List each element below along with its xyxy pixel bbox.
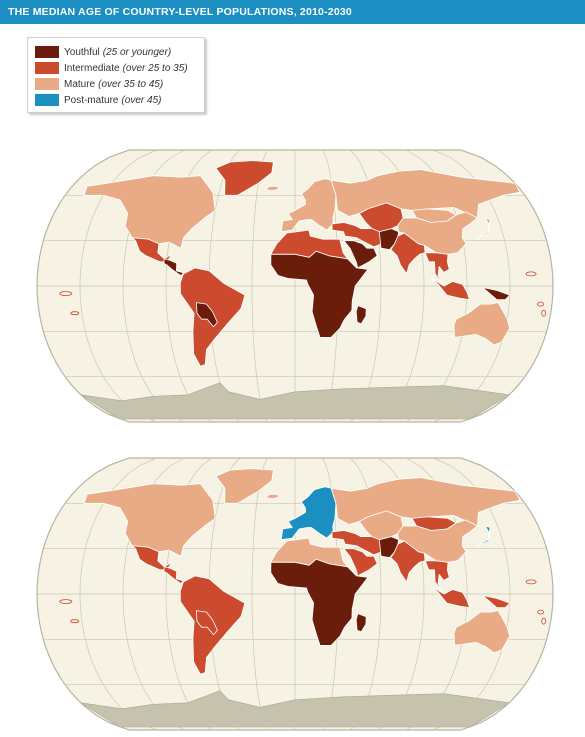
legend-swatch-mature	[35, 78, 59, 90]
region-southeast-asia	[424, 252, 450, 285]
region-iceland	[264, 185, 280, 192]
region-australia	[453, 302, 510, 346]
region-middle-east	[331, 530, 383, 556]
world-map-2030	[36, 457, 554, 731]
island-group	[541, 617, 547, 625]
region-europe	[280, 486, 337, 540]
legend-label-post-mature: Post-mature	[64, 94, 119, 106]
region-arabia	[343, 240, 378, 269]
antarctica	[80, 690, 511, 728]
world-map-2010	[36, 149, 554, 423]
island-group	[525, 271, 537, 277]
region-greenland	[215, 160, 274, 196]
region-middle-east	[331, 222, 383, 248]
legend-label-youthful: Youthful	[64, 46, 100, 58]
region-bolivia-paraguay	[196, 302, 218, 328]
region-mexico	[131, 545, 173, 571]
region-madagascar	[355, 613, 367, 633]
region-iceland	[264, 493, 280, 500]
island-group	[70, 311, 80, 316]
island-group	[70, 619, 80, 624]
legend-item-youthful: Youthful (25 or younger)	[35, 44, 204, 60]
region-sub-saharan-africa	[270, 250, 369, 338]
legend-range-post-mature: (over 45)	[121, 94, 162, 106]
page-title: THE MEDIAN AGE OF COUNTRY-LEVEL POPULATI…	[0, 0, 585, 24]
region-japan	[476, 525, 491, 548]
map-legend: Youthful (25 or younger) Intermediate (o…	[27, 37, 205, 113]
island-group	[59, 599, 73, 605]
legend-item-intermediate: Intermediate (over 25 to 35)	[35, 60, 204, 76]
region-india	[390, 540, 426, 583]
legend-range-mature: (over 35 to 45)	[98, 78, 164, 90]
legend-item-post-mature: Post-mature (over 45)	[35, 92, 204, 108]
region-india	[390, 232, 426, 275]
antarctica	[80, 382, 511, 420]
region-new-guinea	[482, 287, 511, 300]
legend-range-youthful: (25 or younger)	[102, 46, 172, 58]
region-japan	[476, 217, 491, 240]
region-europe	[280, 178, 337, 232]
legend-label-intermediate: Intermediate	[64, 62, 120, 74]
island-group	[541, 309, 547, 317]
region-greenland	[215, 468, 274, 504]
island-group	[537, 301, 545, 307]
island-group	[59, 291, 73, 297]
region-southeast-asia	[424, 560, 450, 593]
region-north-america	[83, 483, 216, 557]
legend-range-intermediate: (over 25 to 35)	[122, 62, 188, 74]
region-mexico	[131, 237, 173, 263]
legend-item-mature: Mature (over 35 to 45)	[35, 76, 204, 92]
region-bolivia-paraguay	[196, 610, 218, 636]
legend-swatch-intermediate	[35, 62, 59, 74]
region-indonesia	[430, 278, 470, 300]
legend-label-mature: Mature	[64, 78, 96, 90]
region-china	[397, 211, 478, 255]
island-group	[525, 579, 537, 585]
legend-swatch-post-mature	[35, 94, 59, 106]
region-sub-saharan-africa	[270, 558, 369, 646]
region-australia	[453, 610, 510, 654]
region-china	[397, 519, 478, 563]
region-new-guinea	[482, 595, 511, 608]
region-indonesia	[430, 586, 470, 608]
island-group	[537, 609, 545, 615]
region-arabia	[343, 548, 378, 577]
region-madagascar	[355, 305, 367, 325]
legend-swatch-youthful	[35, 46, 59, 58]
region-north-america	[83, 175, 216, 249]
